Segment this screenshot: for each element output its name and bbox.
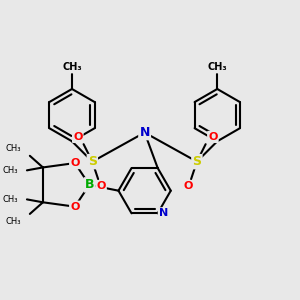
Text: CH₃: CH₃ xyxy=(3,166,18,175)
Text: O: O xyxy=(70,158,80,168)
Text: N: N xyxy=(140,126,150,139)
Text: O: O xyxy=(70,202,80,212)
Text: B: B xyxy=(85,178,94,191)
Text: O: O xyxy=(96,181,106,191)
Text: CH₃: CH₃ xyxy=(6,144,21,153)
Text: O: O xyxy=(184,181,193,191)
Text: O: O xyxy=(73,132,83,142)
Text: N: N xyxy=(159,208,168,218)
Text: CH₃: CH₃ xyxy=(62,62,82,72)
Text: CH₃: CH₃ xyxy=(6,217,21,226)
Text: O: O xyxy=(208,132,218,142)
Text: CH₃: CH₃ xyxy=(3,195,18,204)
Text: S: S xyxy=(192,155,201,168)
Text: CH₃: CH₃ xyxy=(207,62,227,72)
Text: S: S xyxy=(88,155,97,168)
